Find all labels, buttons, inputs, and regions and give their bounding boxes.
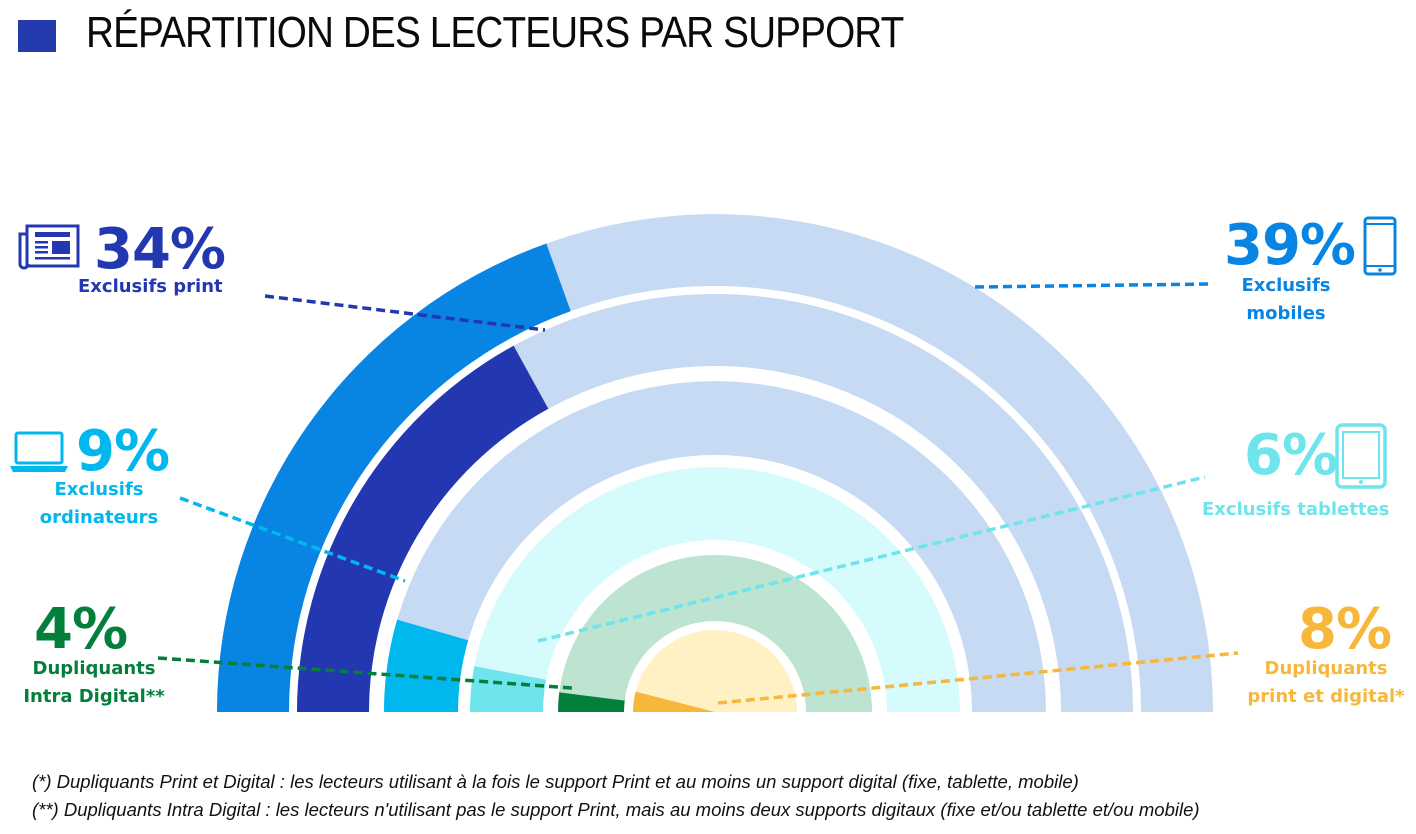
computer-ring-bar <box>384 619 469 712</box>
intra-digital-label-line-1: Dupliquants <box>32 658 156 679</box>
tablet-label: Exclusifs tablettes <box>1202 496 1389 524</box>
print-digital-ring-track <box>633 630 797 712</box>
print-digital-label: Dupliquants print et digital* <box>1236 655 1416 711</box>
tablet-icon <box>1335 423 1387 489</box>
mobile-label-line-1: Exclusifs <box>1241 275 1331 296</box>
intra-digital-ring-bar <box>558 692 625 712</box>
print-ring-bar <box>297 345 549 712</box>
print-digital-label-line-2: print et digital* <box>1247 686 1405 707</box>
print-percentage: 34% <box>94 217 226 282</box>
intra-digital-label: Dupliquants Intra Digital** <box>14 655 174 711</box>
smartphone-icon <box>1363 216 1397 276</box>
footnote-2: (**) Dupliquants Intra Digital : les lec… <box>32 799 1200 820</box>
mobile-label-line-2: mobiles <box>1246 303 1326 324</box>
tablet-ring-bar <box>470 666 547 712</box>
newspaper-icon <box>18 224 80 270</box>
tablet-percentage: 6% <box>1244 423 1338 488</box>
computer-ring-track <box>384 381 1046 712</box>
laptop-icon <box>10 431 68 472</box>
print-label: Exclusifs print <box>78 273 223 301</box>
computer-label-line-2: ordinateurs <box>39 507 159 528</box>
intra-digital-percentage: 4% <box>34 597 128 662</box>
computer-leader-line <box>179 496 406 583</box>
intra-digital-ring-track <box>558 555 872 712</box>
print-leader-line <box>264 294 546 332</box>
mobile-leader-line <box>974 282 1213 289</box>
mobile-ring-bar <box>217 243 571 712</box>
computer-percentage: 9% <box>76 419 170 484</box>
title-square-icon <box>18 20 56 52</box>
tablet-leader-line <box>537 475 1206 643</box>
intra-digital-label-line-2: Intra Digital** <box>23 686 165 707</box>
page-title: RÉPARTITION DES LECTEURS PAR SUPPORT <box>86 8 904 57</box>
tablet-label-line: Exclusifs tablettes <box>1202 499 1390 520</box>
computer-label-line-1: Exclusifs <box>54 479 144 500</box>
print-digital-percentage: 8% <box>1298 597 1392 662</box>
print-label-line: Exclusifs print <box>78 276 223 297</box>
print-digital-leader-line <box>717 651 1239 705</box>
footnote-1: (*) Dupliquants Print et Digital : les l… <box>32 771 1079 792</box>
print-digital-ring-bar <box>633 691 715 712</box>
chart-rings <box>217 214 1213 712</box>
mobile-label: Exclusifs mobiles <box>1216 272 1356 328</box>
leader-lines <box>157 282 1239 705</box>
computer-label: Exclusifs ordinateurs <box>24 476 174 532</box>
print-digital-label-line-1: Dupliquants <box>1264 658 1388 679</box>
mobile-percentage: 39% <box>1224 213 1356 278</box>
tablet-ring-track <box>470 467 960 712</box>
